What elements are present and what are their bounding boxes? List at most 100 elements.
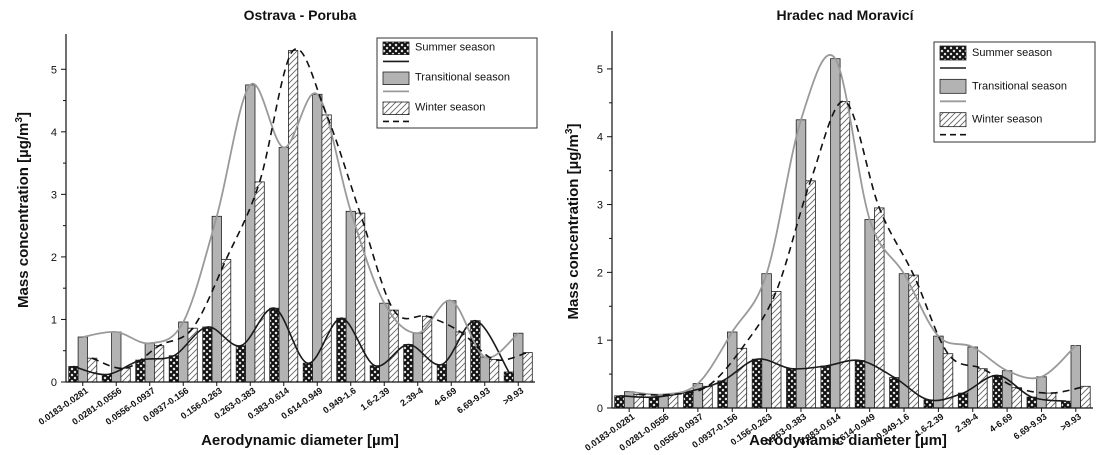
bar-summer	[889, 377, 900, 409]
bar-summer	[369, 365, 381, 383]
x-tick-label: 6.69-9.93	[455, 385, 492, 415]
x-tick-label: 2.39-4	[398, 385, 425, 408]
bar-summer	[336, 317, 347, 383]
y-axis-label-sup: 3	[14, 117, 25, 123]
y-axis-label-end: ]	[15, 112, 32, 117]
bar-winter	[977, 368, 988, 409]
y-tick-label: 4	[51, 127, 57, 139]
legend-label-winter: Winter season	[415, 102, 485, 114]
bar-transitional	[898, 273, 910, 409]
bar-transitional	[278, 147, 289, 383]
bar-transitional	[761, 273, 772, 409]
bar-summer	[751, 358, 763, 409]
bar-transitional	[446, 300, 457, 383]
chart-title: Ostrava - Poruba	[244, 7, 357, 23]
bar-winter	[254, 181, 265, 383]
bar-winter	[87, 357, 98, 383]
y-axis-label-end: ]	[565, 124, 582, 129]
bar-summer	[957, 392, 969, 409]
x-tick-label: 2.39-4	[953, 411, 980, 434]
legend-swatch-winter	[939, 112, 967, 128]
legend-label-transitional: Transitional season	[972, 80, 1067, 92]
chart-ostrava-poruba: Ostrava - Poruba0123450.0183-0.02810.028…	[14, 7, 538, 449]
bar-winter	[455, 331, 466, 383]
bar-summer	[503, 371, 515, 383]
x-tick-label: >9.93	[501, 385, 525, 406]
x-tick-label: 0.949-1.6	[321, 385, 358, 415]
bar-summer	[1061, 400, 1072, 409]
legend-swatch-summer	[939, 45, 967, 61]
bar-winter	[321, 114, 332, 383]
bar-transitional	[967, 346, 978, 409]
bar-transitional	[624, 391, 635, 409]
y-tick-label: 4	[597, 132, 603, 144]
bar-transitional	[795, 119, 807, 409]
legend-swatch-winter	[382, 101, 410, 116]
line-summer	[73, 307, 510, 376]
bar-winter	[736, 347, 748, 409]
bar-summer	[269, 307, 280, 383]
legend: Summer season Transitional season Winter s…	[376, 37, 538, 129]
line-transitional	[629, 54, 1077, 396]
x-tick-label: 4-6.69	[988, 411, 1015, 434]
line-winter	[91, 48, 528, 370]
bar-transitional	[211, 215, 222, 383]
y-tick-label: 3	[51, 189, 57, 201]
x-axis-label: Aerodynamic diameter [µm]	[749, 432, 947, 449]
legend-label-summer: Summer season	[972, 47, 1052, 59]
bar-transitional	[479, 356, 490, 383]
bar-summer	[648, 396, 660, 409]
y-axis-label-main: Mass concentration [µg/m	[15, 123, 32, 308]
bar-transitional	[144, 342, 155, 383]
y-axis-label: Mass concentration [µg/m3]	[564, 124, 582, 320]
legend-label-summer: Summer season	[415, 42, 495, 54]
bar-transitional	[1001, 370, 1013, 409]
bar-winter	[153, 345, 165, 383]
x-tick-label: 1.6-2.39	[359, 385, 392, 412]
y-tick-label: 5	[597, 64, 603, 76]
legend: Summer season Transitional season Winter s…	[933, 41, 1096, 143]
chart-hradec-nad-moravici: Hradec nad Moravicí0123450.0183-0.02810.…	[564, 7, 1096, 453]
line-transitional	[82, 82, 519, 359]
legend-swatch-transitional	[382, 71, 410, 86]
y-tick-label: 1	[597, 335, 603, 347]
bar-winter	[1080, 385, 1091, 409]
bar-transitional	[1070, 345, 1082, 409]
bar-winter	[522, 352, 533, 383]
y-axis-label-main: Mass concentration [µg/m	[565, 134, 582, 319]
y-tick-label: 2	[597, 267, 603, 279]
legend-swatch-transitional	[939, 78, 967, 94]
bar-transitional	[379, 302, 390, 383]
y-tick-label: 1	[51, 314, 57, 326]
bar-transitional	[727, 331, 738, 409]
bar-winter	[702, 385, 713, 409]
bar-transitional	[864, 219, 875, 409]
y-axis-label-sup: 3	[564, 128, 575, 134]
bar-transitional	[933, 335, 944, 409]
bar-summer	[717, 380, 728, 409]
y-tick-label: 3	[597, 200, 603, 212]
legend-label-transitional: Transitional season	[415, 72, 510, 84]
bar-transitional	[830, 58, 841, 409]
bar-summer	[992, 374, 1003, 409]
x-tick-label: 6.69-9.93	[1012, 411, 1049, 441]
bar-summer	[786, 368, 797, 409]
bar-summer	[403, 344, 414, 383]
bar-winter	[220, 258, 232, 383]
bar-winter	[120, 367, 131, 383]
legend-label-winter: Winter season	[972, 114, 1042, 126]
y-tick-label: 0	[597, 403, 603, 415]
x-tick-label: >9.93	[1059, 411, 1083, 432]
bar-summer	[302, 362, 314, 383]
bar-transitional	[111, 331, 122, 383]
bar-winter	[1011, 387, 1022, 409]
bar-summer	[854, 360, 866, 409]
bar-winter	[805, 180, 816, 409]
bar-winter	[771, 290, 782, 409]
bar-transitional	[412, 332, 423, 383]
bar-winter	[187, 327, 198, 383]
x-axis-label: Aerodynamic diameter [µm]	[201, 432, 399, 449]
bar-transitional	[312, 93, 323, 383]
x-tick-label: 4-6.69	[432, 385, 459, 408]
